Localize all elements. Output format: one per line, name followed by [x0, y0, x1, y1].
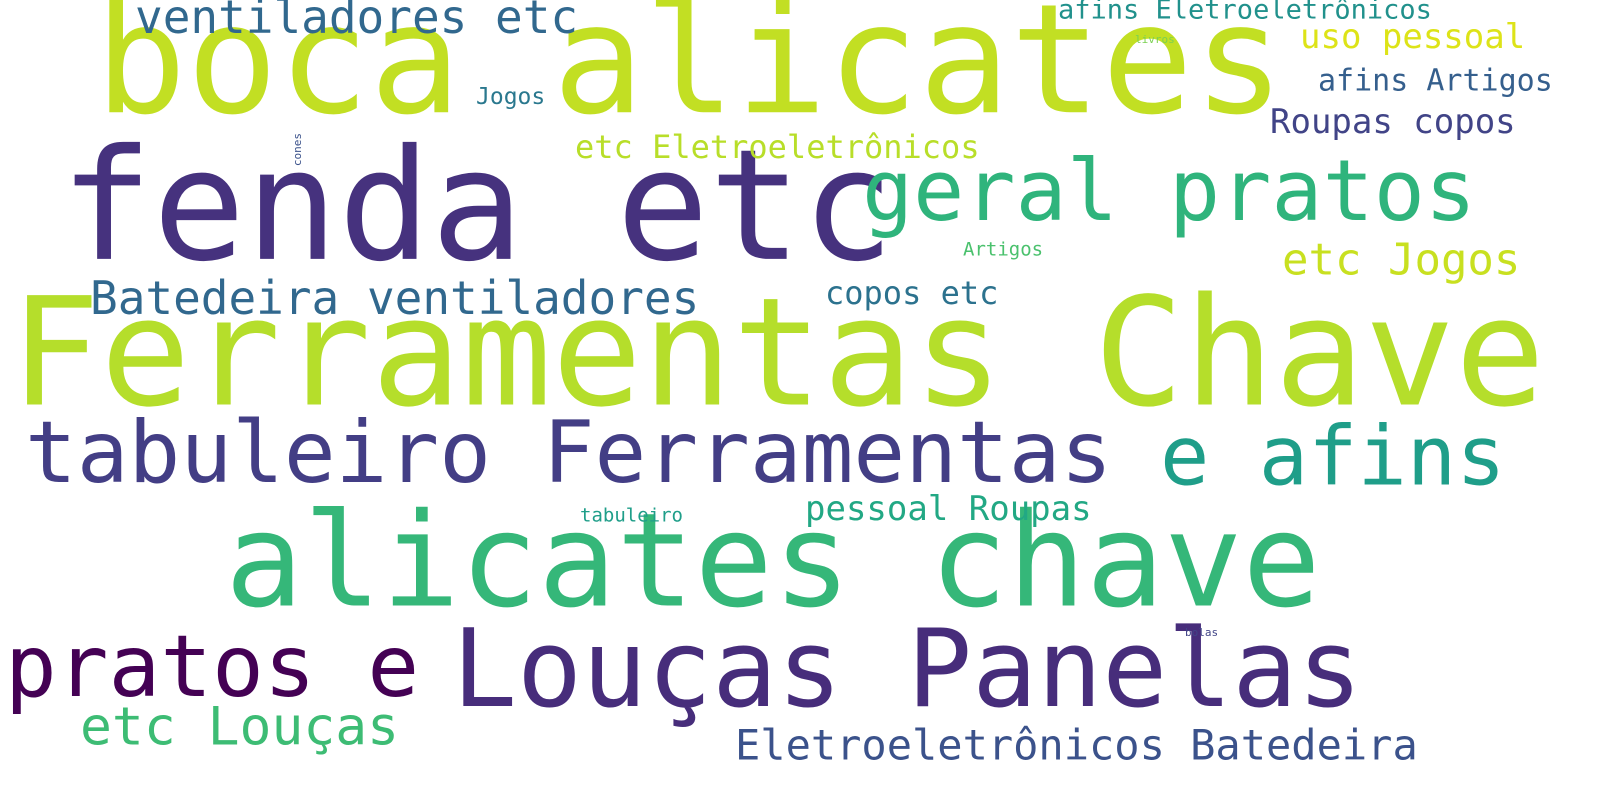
word-afins-artigos: afins Artigos: [1318, 63, 1553, 99]
word-pessoal-roupas: pessoal Roupas: [805, 488, 1092, 529]
word-artigos: Artigos: [963, 238, 1044, 261]
word-uso-pessoal: uso pessoal: [1300, 16, 1526, 57]
word-tabuleiro: tabuleiro: [580, 504, 683, 527]
word-boca-alicates: boca alicates: [95, 0, 1285, 149]
word-afins-eletroeletronicos: afins Eletroeletrônicos: [1058, 0, 1432, 26]
word-batedeira-ventiladores: Batedeira ventiladores: [90, 271, 700, 326]
word-etc-eletroeletronicos: etc Eletroeletrônicos: [575, 128, 980, 167]
word-tabuleiro-ferramentas: tabuleiro Ferramentas: [25, 403, 1113, 504]
word-jogos: Jogos: [476, 84, 546, 111]
word-ferramentas-chave: Ferramentas Chave: [10, 266, 1546, 441]
word-geral-pratos: geral pratos: [862, 141, 1477, 241]
word-etc-loucas: etc Louças: [80, 696, 400, 758]
word-bolas: bolas: [1185, 625, 1219, 639]
word-alicates-chave: alicates chave: [225, 484, 1321, 637]
word-e-afins: e afins: [1160, 409, 1506, 505]
word-eletroeletronicos-batedeira: Eletroeletrônicos Batedeira: [735, 720, 1418, 770]
word-ventiladores-etc: ventiladores etc: [135, 0, 579, 45]
word-etc-jogos: etc Jogos: [1282, 234, 1521, 286]
word-fenda-etc: fenda etc: [60, 116, 895, 296]
word-pratos-e: pratos e: [5, 617, 420, 718]
word-roupas-copos: Roupas copos: [1270, 101, 1516, 142]
word-cones: cones: [291, 133, 304, 167]
word-copos-etc: copos etc: [825, 274, 999, 313]
word-livros: livros: [1135, 32, 1175, 46]
word-loucas-panelas: Louças Panelas: [452, 606, 1363, 732]
